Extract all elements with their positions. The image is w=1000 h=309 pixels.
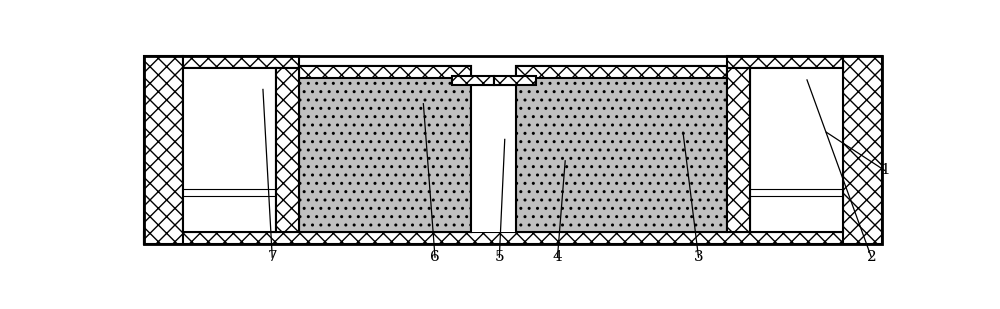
Text: 7: 7: [267, 250, 277, 264]
Bar: [299, 66, 471, 232]
Bar: [471, 85, 516, 232]
Bar: [516, 66, 727, 78]
Bar: [494, 76, 536, 85]
Text: 1: 1: [880, 163, 889, 177]
Text: 2: 2: [866, 250, 876, 264]
Bar: [452, 76, 494, 85]
Bar: [144, 232, 882, 244]
Bar: [727, 56, 843, 68]
Bar: [750, 68, 843, 232]
Bar: [144, 56, 882, 244]
Text: 4: 4: [553, 250, 562, 264]
Bar: [516, 66, 727, 232]
Bar: [727, 68, 750, 232]
Bar: [183, 56, 299, 68]
Bar: [843, 56, 882, 244]
Bar: [183, 68, 276, 232]
Text: 6: 6: [430, 250, 440, 264]
Text: 5: 5: [495, 250, 504, 264]
Bar: [144, 56, 183, 244]
Text: 3: 3: [694, 250, 703, 264]
Bar: [299, 66, 471, 78]
Bar: [276, 68, 299, 232]
